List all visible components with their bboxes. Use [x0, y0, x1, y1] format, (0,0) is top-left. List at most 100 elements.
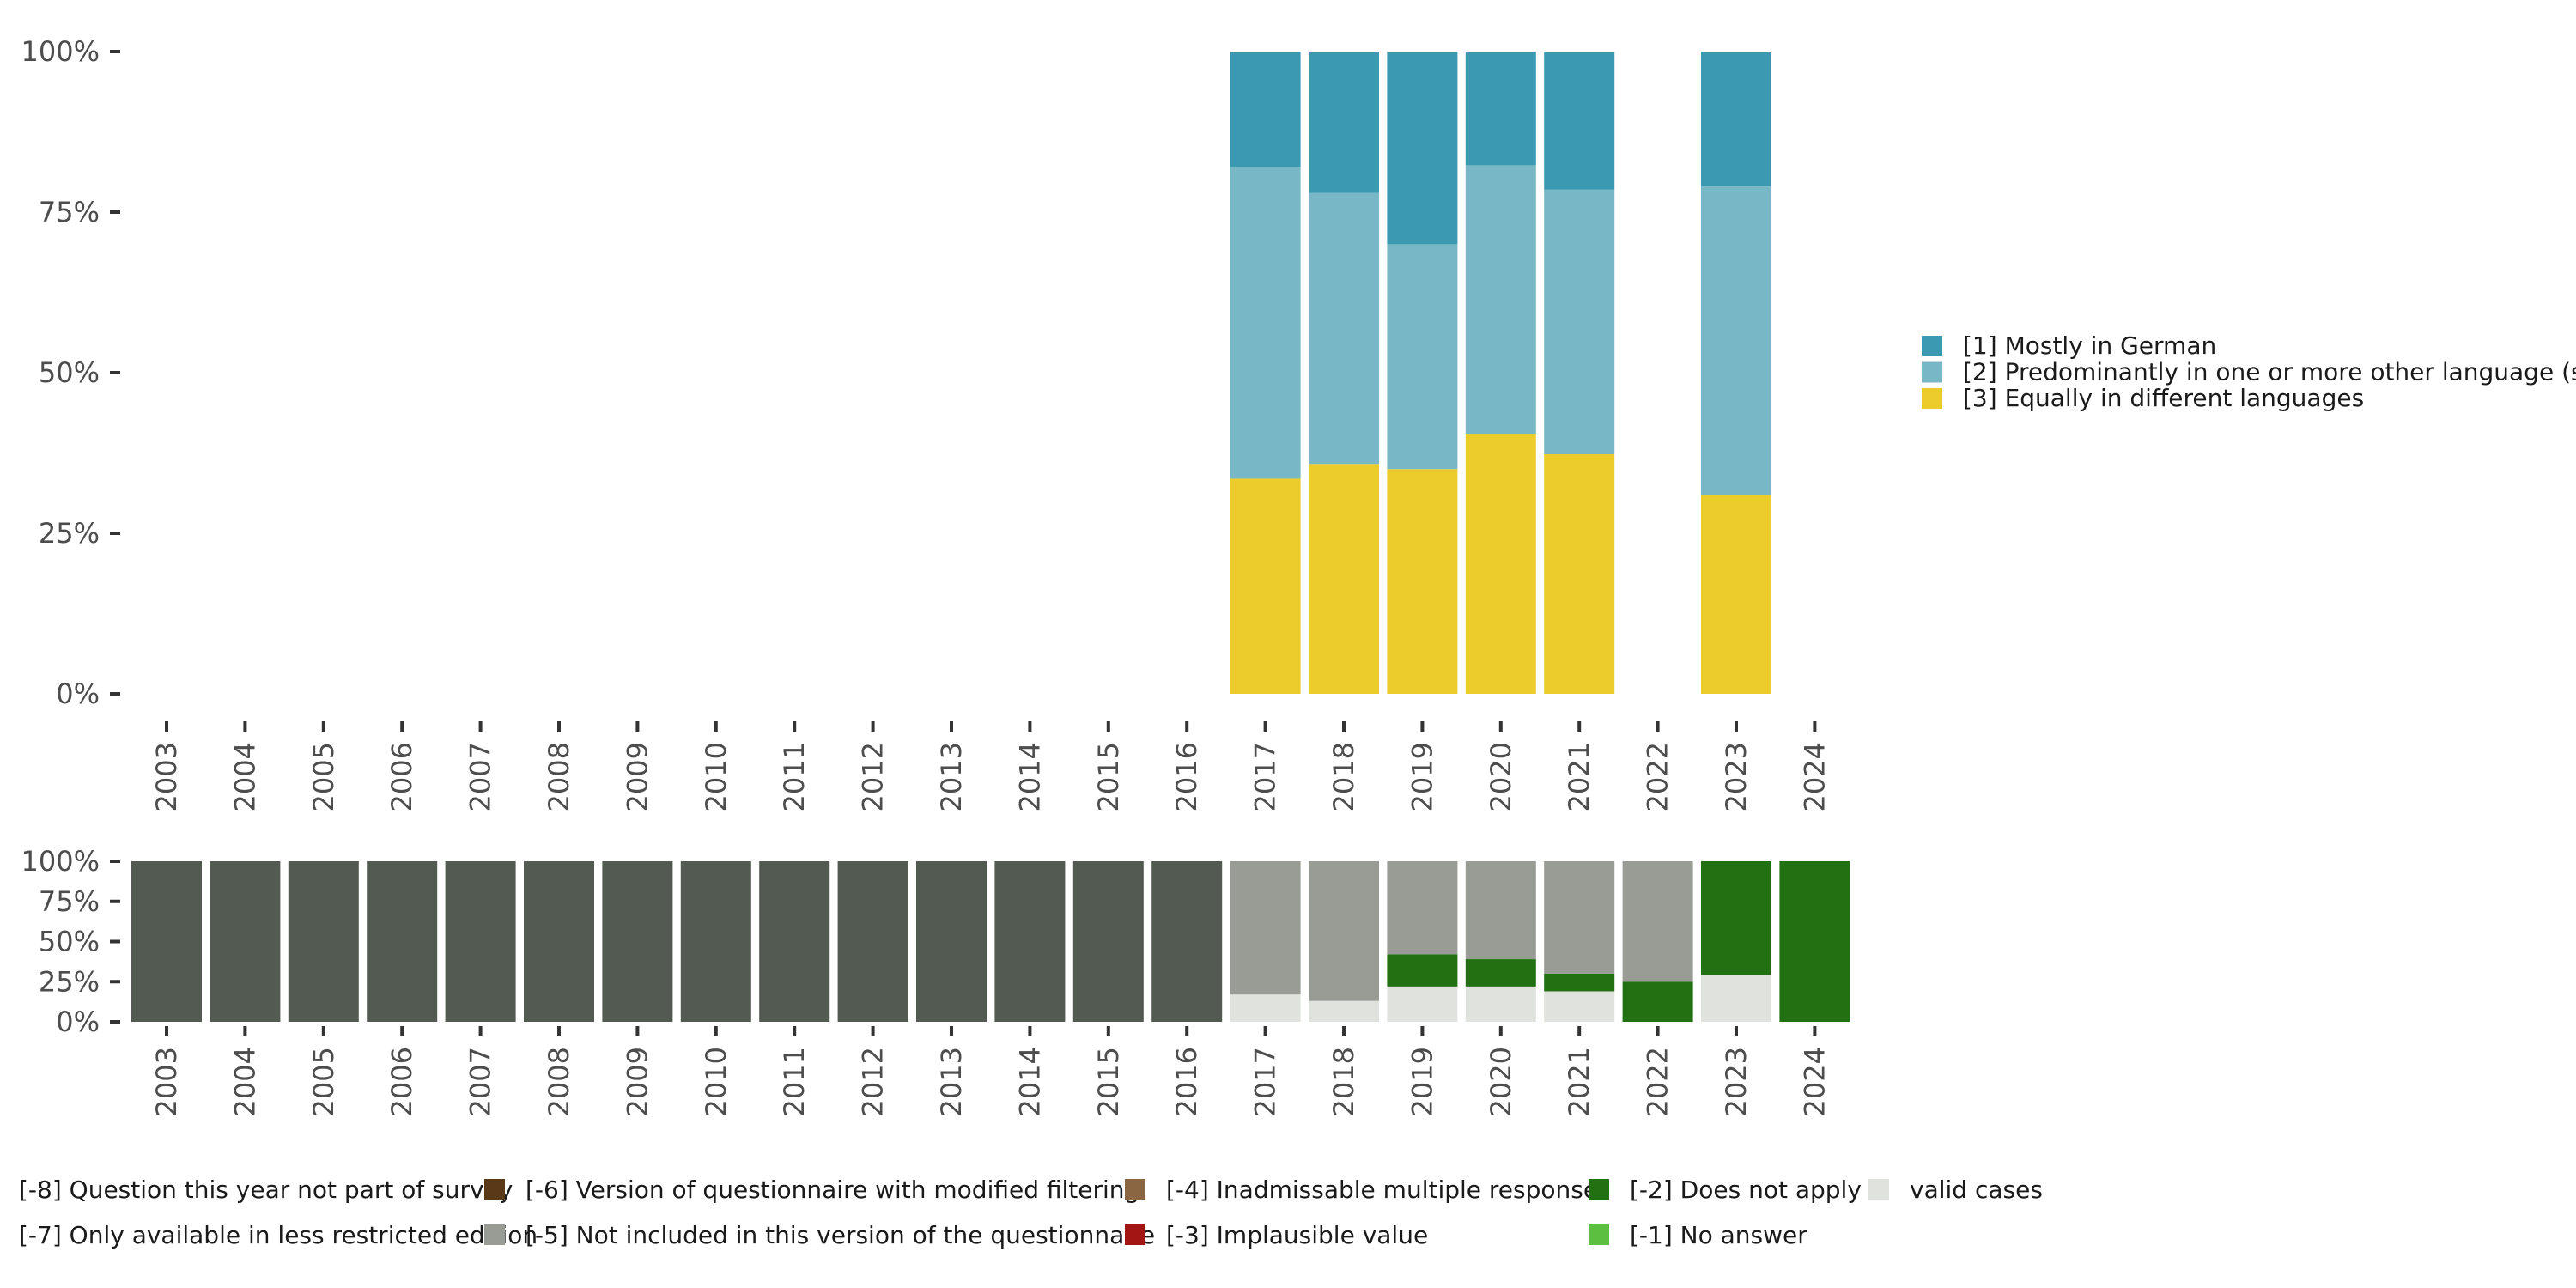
- legend-swatch: [1589, 1224, 1609, 1245]
- y-tick-label: 75%: [39, 196, 100, 228]
- bar-2019-series-2: [1387, 52, 1458, 245]
- x-tick-label: 2007: [465, 1047, 497, 1116]
- bar-2021-series-2: [1544, 861, 1615, 974]
- x-tick-label: 2008: [543, 1047, 575, 1116]
- legend-right: [1] Mostly in German[2] Predominantly in…: [1922, 331, 2576, 412]
- legend-label: [-8] Question this year not part of surv…: [19, 1176, 513, 1204]
- bar-2017-series-2: [1230, 52, 1301, 167]
- x-tick-label: 2019: [1406, 1047, 1438, 1116]
- x-tick-label: 2018: [1327, 1047, 1360, 1116]
- legend-swatch: [1868, 1179, 1889, 1200]
- x-tick-label: 2009: [621, 742, 653, 811]
- y-tick-label: 0%: [56, 677, 100, 710]
- x-tick-label: 2009: [621, 1047, 653, 1116]
- bar-2018-series-2: [1309, 52, 1379, 193]
- x-tick-label: 2020: [1485, 1047, 1517, 1116]
- legend-swatch: [1922, 336, 1942, 356]
- x-tick-label: 2019: [1406, 742, 1438, 811]
- bar-2011-series-3: [759, 861, 830, 1022]
- y-tick-label: 0%: [56, 1005, 100, 1038]
- bar-2009-series-3: [602, 861, 673, 1022]
- x-tick-label: 2023: [1720, 1047, 1753, 1116]
- legend-label: [-5] Not included in this version of the…: [526, 1221, 1155, 1249]
- bar-2015-series-3: [1072, 861, 1144, 1022]
- legend-label: [-4] Inadmissable multiple response: [1166, 1176, 1598, 1204]
- bar-2020-series-2: [1465, 52, 1536, 166]
- x-tick-label: 2005: [307, 742, 340, 811]
- bar-2018-series-0: [1309, 464, 1379, 694]
- y-tick-label: 25%: [39, 965, 100, 998]
- y-tick-label: 75%: [39, 885, 100, 918]
- legend-label: [3] Equally in different languages: [1963, 384, 2364, 412]
- bar-2017-series-0: [1230, 994, 1301, 1022]
- x-tick-label: 2003: [150, 1047, 183, 1116]
- legend-label: [-2] Does not apply: [1630, 1176, 1862, 1204]
- x-tick-label: 2013: [935, 742, 968, 811]
- bar-2003-series-3: [131, 861, 202, 1022]
- x-tick-label: 2011: [778, 742, 811, 811]
- x-tick-label: 2005: [307, 1047, 340, 1116]
- bar-2005-series-3: [288, 861, 359, 1022]
- bar-2017-series-1: [1230, 167, 1301, 479]
- legend-label: [-1] No answer: [1630, 1221, 1807, 1249]
- legend-label: [-7] Only available in less restricted e…: [19, 1221, 538, 1249]
- x-tick-label: 2003: [150, 742, 183, 811]
- x-tick-label: 2004: [228, 742, 261, 811]
- bar-2018-series-1: [1309, 192, 1379, 465]
- x-tick-label: 2021: [1563, 1047, 1595, 1116]
- legend-swatch: [1125, 1224, 1145, 1245]
- missing-codes-panel: 0% 25% 50% 75% 100% 2003 2004 2005 2006 2007 2008 2…: [21, 845, 1850, 1116]
- bar-2020-series-0: [1465, 434, 1536, 694]
- bar-2020-series-1: [1465, 959, 1536, 987]
- legend-label: valid cases: [1910, 1176, 2043, 1204]
- bar-2023-series-2: [1701, 52, 1771, 187]
- bar-2022-series-1: [1622, 981, 1693, 1022]
- bar-2013-series-3: [916, 861, 987, 1022]
- bar-2023-series-1: [1701, 186, 1771, 495]
- x-tick-label: 2024: [1798, 742, 1831, 811]
- bar-2010-series-3: [680, 861, 751, 1022]
- bar-2019-series-1: [1387, 954, 1458, 987]
- bar-2019-series-0: [1387, 469, 1458, 694]
- bar-2007-series-3: [445, 861, 516, 1022]
- bar-2020-series-1: [1465, 165, 1536, 434]
- legend-label: [-6] Version of questionnaire with modif…: [526, 1176, 1139, 1204]
- x-tick-label: 2015: [1092, 742, 1125, 811]
- bar-2022-series-2: [1622, 861, 1693, 982]
- y-tick-label: 25%: [39, 517, 100, 550]
- bar-2017-series-2: [1230, 861, 1301, 995]
- bar-2021-series-2: [1544, 52, 1615, 190]
- x-tick-label: 2008: [543, 742, 575, 811]
- x-tick-label: 2004: [228, 1047, 261, 1116]
- x-tick-label: 2006: [386, 742, 418, 811]
- x-tick-label: 2022: [1642, 742, 1674, 811]
- legend-swatch: [484, 1179, 505, 1200]
- bar-2018-series-2: [1309, 861, 1379, 1001]
- bar-2023-series-0: [1701, 495, 1771, 694]
- bar-2014-series-3: [994, 861, 1066, 1022]
- bar-2024-series-1: [1779, 861, 1850, 1022]
- bar-2017-series-0: [1230, 478, 1301, 694]
- x-tick-label: 2010: [700, 1047, 732, 1116]
- legend-swatch: [1922, 361, 1942, 383]
- legend-label: [-3] Implausible value: [1166, 1221, 1428, 1249]
- bar-2021-series-1: [1544, 189, 1615, 454]
- x-tick-label: 2016: [1170, 742, 1203, 811]
- bar-2004-series-3: [210, 861, 281, 1022]
- x-tick-label: 2013: [935, 1047, 968, 1116]
- bar-2019-series-2: [1387, 861, 1458, 955]
- bar-2012-series-3: [837, 861, 908, 1022]
- bar-2008-series-3: [524, 861, 594, 1022]
- y-tick-label: 50%: [39, 926, 100, 958]
- bar-2023-series-1: [1701, 861, 1771, 975]
- bar-2023-series-0: [1701, 975, 1771, 1022]
- x-tick-label: 2024: [1798, 1047, 1831, 1116]
- x-tick-label: 2017: [1249, 742, 1282, 811]
- x-tick-label: 2012: [857, 1047, 890, 1116]
- legend-bottom: [-8] Question this year not part of surv…: [19, 1176, 2043, 1249]
- x-tick-label: 2015: [1092, 1047, 1125, 1116]
- legend-swatch: [1589, 1179, 1609, 1200]
- bar-2019-series-0: [1387, 986, 1458, 1022]
- x-tick-label: 2016: [1170, 1047, 1203, 1116]
